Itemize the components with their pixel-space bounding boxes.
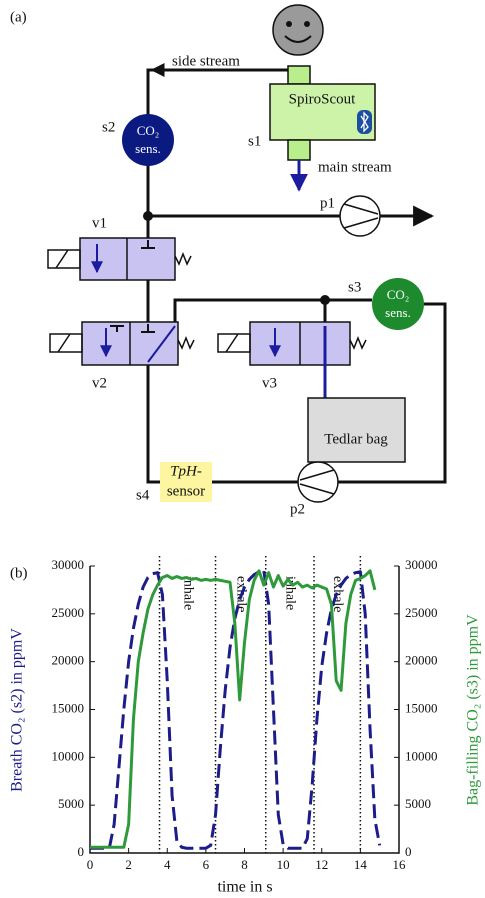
x-tick-label: 0 [87, 857, 94, 872]
y2-tick-label: 5000 [405, 796, 431, 811]
y-tick-label: 15000 [52, 700, 85, 715]
diagram: (a) side stream SpiroScout s1 main strea… [10, 4, 447, 517]
y2-tick-label: 25000 [405, 605, 438, 620]
label: SpiroScout [289, 91, 357, 107]
panel-label: (a) [10, 9, 27, 25]
label: sens. [135, 141, 161, 156]
label: CO₂ [137, 123, 160, 138]
x-tick-label: 4 [164, 857, 171, 872]
pump-p1 [339, 195, 381, 237]
label: main stream [318, 159, 392, 175]
tph-sensor [160, 462, 212, 502]
label: s2 [102, 119, 115, 135]
y2-tick-label: 20000 [405, 653, 438, 668]
y2-tick-label: 10000 [405, 748, 438, 763]
label: p2 [290, 501, 305, 517]
label: v2 [92, 375, 107, 391]
label: s3 [348, 279, 361, 295]
label: TpH- [170, 463, 202, 479]
y-tick-label: 5000 [58, 796, 84, 811]
x-tick-label: 16 [393, 857, 407, 872]
label: side stream [172, 53, 240, 69]
x-tick-label: 14 [354, 857, 368, 872]
y-tick-label: 25000 [52, 605, 85, 620]
chart: (b) time in s Breath CO₂ (s2) in ppmV Ba… [9, 556, 482, 896]
y2-axis-label: Bag-filling CO₂ (s3) in ppmV [465, 614, 482, 806]
y-tick-label: 0 [78, 844, 85, 859]
co2-sensor-s3 [372, 278, 424, 330]
label: v1 [92, 215, 107, 231]
y-axis-label: Breath CO₂ (s2) in ppmV [9, 628, 26, 792]
y-tick-label: 30000 [52, 557, 85, 572]
panel-label: (b) [10, 565, 28, 581]
y-tick-label: 20000 [52, 653, 85, 668]
series-line [90, 569, 377, 849]
tedlar-bag [307, 397, 406, 463]
y2-tick-label: 30000 [405, 557, 438, 572]
x-tick-label: 6 [203, 857, 210, 872]
phase-annotation: inhale [180, 576, 195, 610]
label: s4 [136, 487, 150, 503]
label: sens. [385, 305, 411, 320]
x-tick-label: 12 [315, 857, 328, 872]
x-tick-label: 10 [277, 857, 290, 872]
y-tick-label: 10000 [52, 748, 85, 763]
co2-sensor-s2 [122, 114, 174, 166]
x-tick-label: 8 [241, 857, 248, 872]
side-line [146, 68, 288, 322]
x-axis-label: time in s [217, 879, 272, 896]
spiroscout-box [269, 83, 376, 141]
y2-tick-label: 15000 [405, 700, 438, 715]
x-tick-label: 2 [125, 857, 132, 872]
label: Tedlar bag [324, 431, 388, 447]
label: v3 [262, 375, 277, 391]
pump-p2 [297, 461, 339, 503]
y2-tick-label: 0 [405, 844, 412, 859]
patient-icon [272, 4, 324, 56]
label: p1 [320, 195, 335, 211]
label: s1 [248, 133, 261, 149]
label: sensor [167, 483, 205, 499]
label: CO₂ [387, 287, 410, 302]
